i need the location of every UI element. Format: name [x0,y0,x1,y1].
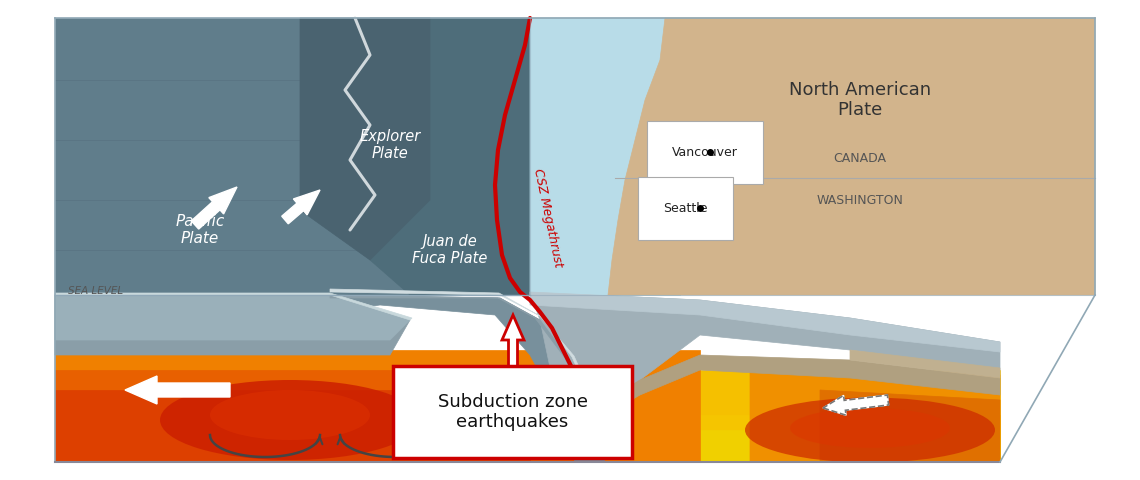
Ellipse shape [210,390,370,440]
Ellipse shape [160,380,420,460]
Polygon shape [329,295,605,462]
Text: CANADA: CANADA [833,152,887,165]
Text: Vancouver: Vancouver [671,145,738,158]
Text: Subduction zone
earthquakes: Subduction zone earthquakes [438,393,587,432]
Polygon shape [600,355,1000,418]
FancyArrow shape [125,376,230,404]
Polygon shape [608,18,1096,295]
Polygon shape [750,360,1000,462]
Text: Juan de
Fuca Plate: Juan de Fuca Plate [413,234,488,266]
Ellipse shape [746,397,995,463]
Text: Seattle: Seattle [663,202,708,215]
Polygon shape [55,430,1000,462]
Polygon shape [55,293,412,320]
Polygon shape [530,18,665,295]
Text: Explorer
Plate: Explorer Plate [359,129,421,161]
Text: SEA LEVEL: SEA LEVEL [68,286,123,296]
Polygon shape [530,292,1000,415]
FancyArrow shape [192,187,237,229]
Polygon shape [55,350,700,462]
Polygon shape [55,370,600,462]
FancyArrow shape [282,190,320,224]
Polygon shape [329,289,600,413]
Polygon shape [300,18,430,260]
FancyArrow shape [823,395,888,415]
Text: CSZ Megathrust: CSZ Megathrust [531,168,564,269]
Polygon shape [55,415,1000,462]
Ellipse shape [790,408,950,448]
Polygon shape [55,370,1000,462]
Polygon shape [850,350,1000,378]
Polygon shape [55,295,410,340]
Polygon shape [55,295,410,355]
Polygon shape [530,292,1000,352]
Polygon shape [55,390,530,462]
FancyBboxPatch shape [393,366,632,458]
Polygon shape [370,18,530,295]
Text: WASHINGTON: WASHINGTON [816,193,903,206]
FancyArrow shape [502,315,524,368]
Text: North American
Plate: North American Plate [789,81,931,120]
Polygon shape [820,390,1000,462]
Polygon shape [530,18,679,295]
Text: Pacific
Plate: Pacific Plate [176,214,225,246]
Polygon shape [329,295,595,415]
Polygon shape [55,18,530,295]
